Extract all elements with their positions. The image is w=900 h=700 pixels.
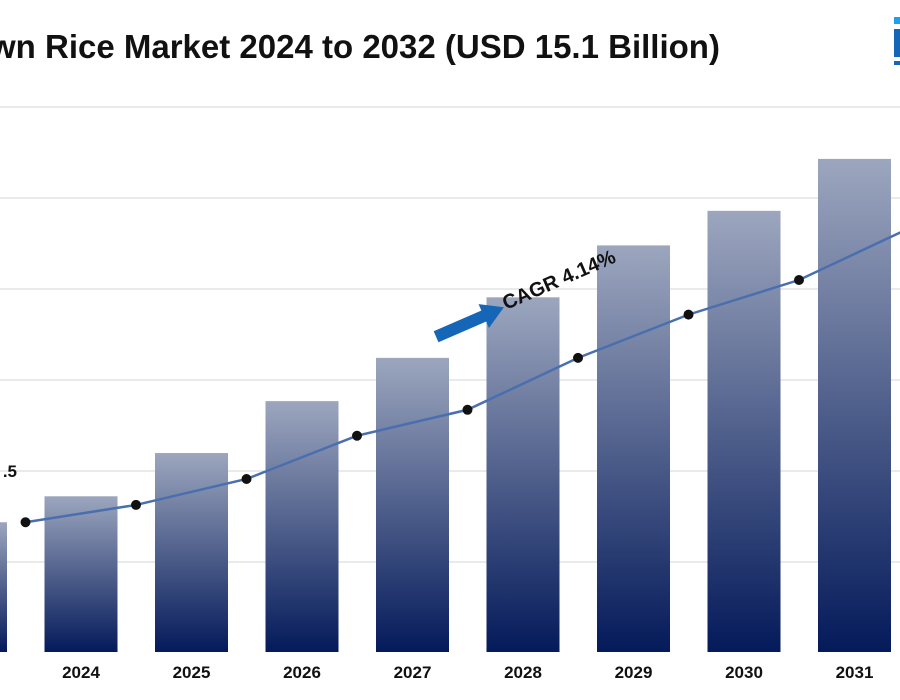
bar-2025 [155, 453, 228, 652]
trend-point-2023 [20, 517, 31, 528]
x-tick-2030: 2030 [725, 663, 763, 682]
bar-2030 [707, 210, 781, 653]
x-tick-2028: 2028 [504, 663, 542, 682]
x-tick-2024: 2024 [62, 663, 100, 682]
bar-2027 [376, 357, 449, 652]
brand-logo-icon [894, 17, 900, 65]
trend-point-2025 [241, 473, 252, 484]
x-tick-labels: 202320242025202620272028202920302031 [62, 663, 874, 682]
bar-2026 [265, 401, 339, 652]
data-label-first: .5 [3, 462, 17, 481]
trend-point-2024 [131, 499, 141, 510]
trend-point-2029 [683, 309, 694, 320]
x-tick-2029: 2029 [615, 663, 653, 682]
trend-point-2030 [794, 275, 804, 286]
trend-line [20, 231, 900, 528]
trend-point-2028 [573, 352, 583, 363]
x-tick-2025: 2025 [173, 663, 211, 682]
x-tick-2027: 2027 [394, 663, 432, 682]
x-tick-2026: 2026 [283, 663, 321, 682]
bar-2023 [0, 522, 7, 652]
bar-2024 [44, 496, 118, 652]
x-tick-2031: 2031 [836, 663, 874, 682]
trend-point-2026 [352, 430, 362, 441]
cagr-arrow-icon [433, 304, 504, 343]
trend-point-2027 [462, 404, 473, 415]
bars [0, 158, 891, 653]
bar-2028 [486, 297, 560, 652]
bar-2029 [597, 245, 670, 652]
trend-line-path [25, 231, 900, 524]
bar-2031 [818, 158, 891, 652]
chart-title: wn Rice Market 2024 to 2032 (USD 15.1 Bi… [0, 28, 720, 65]
